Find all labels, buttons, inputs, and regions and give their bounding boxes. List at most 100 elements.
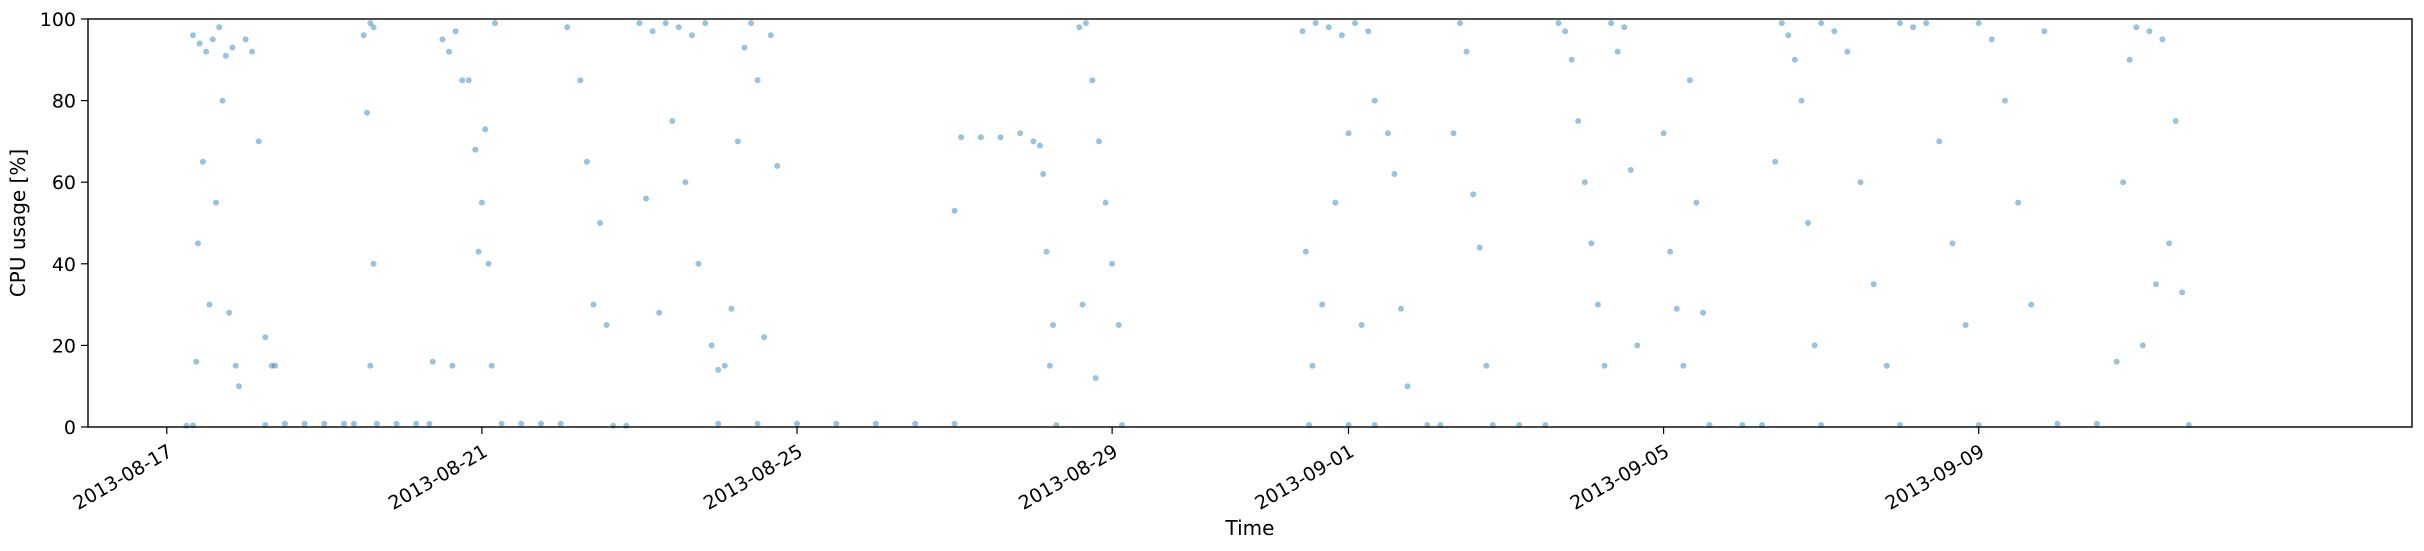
data-point <box>1096 138 1102 145</box>
data-point <box>1791 56 1798 63</box>
y-tick-label: 20 <box>52 335 76 357</box>
data-point <box>452 28 459 35</box>
data-point <box>429 358 436 365</box>
data-point <box>1338 32 1345 39</box>
data-point <box>1910 24 1917 31</box>
data-point <box>498 420 505 427</box>
data-point <box>482 126 489 133</box>
data-point <box>656 309 663 316</box>
data-point <box>603 322 610 328</box>
data-point <box>748 20 755 27</box>
data-point <box>912 420 919 427</box>
data-point <box>1365 28 1372 35</box>
data-point <box>1896 20 1903 27</box>
data-point <box>1988 36 1995 43</box>
data-point <box>1312 20 1319 27</box>
data-point <box>583 158 590 165</box>
data-point <box>1076 24 1083 31</box>
data-point <box>997 134 1004 141</box>
x-tick-label: 2013-09-09 <box>1882 440 1989 514</box>
data-point <box>1621 24 1628 31</box>
data-point <box>1092 375 1099 381</box>
data-point <box>1040 171 1047 177</box>
data-point <box>485 260 492 267</box>
data-point <box>728 305 735 312</box>
data-point <box>426 420 433 427</box>
data-point <box>951 420 958 427</box>
data-point <box>364 109 370 116</box>
data-point <box>193 358 200 365</box>
data-point <box>232 362 239 369</box>
data-point <box>577 77 584 84</box>
data-point <box>373 420 380 427</box>
data-point <box>1588 240 1595 247</box>
data-point <box>1352 20 1358 27</box>
data-point <box>767 32 774 39</box>
data-point <box>695 260 702 267</box>
data-point <box>2093 420 2100 427</box>
data-point <box>1404 383 1411 390</box>
data-point <box>2126 56 2133 63</box>
data-point <box>1693 199 1700 206</box>
data-point <box>219 97 226 104</box>
y-tick-label: 0 <box>64 417 76 439</box>
data-point <box>196 40 203 47</box>
data-point <box>1772 158 1779 165</box>
data-point <box>262 334 269 341</box>
data-point <box>682 179 689 186</box>
data-point <box>1608 20 1615 27</box>
data-point <box>1036 142 1043 149</box>
data-point <box>675 24 682 31</box>
data-point <box>1555 20 1562 27</box>
data-point <box>1818 20 1825 27</box>
data-point <box>1949 240 1956 247</box>
data-point <box>459 77 466 84</box>
data-point <box>734 138 741 145</box>
data-point <box>478 199 485 206</box>
y-axis-ticks: 0 20 40 60 80 100 <box>40 9 88 439</box>
data-point <box>643 195 649 202</box>
data-point <box>475 248 482 255</box>
data-point <box>367 20 374 27</box>
data-point <box>1778 20 1785 27</box>
data-point <box>206 301 213 308</box>
data-point <box>1109 260 1116 267</box>
y-tick-label: 80 <box>52 91 76 113</box>
data-point <box>1936 138 1943 145</box>
x-tick-label: 2013-08-17 <box>70 440 177 514</box>
y-tick-label: 100 <box>40 9 76 31</box>
data-point <box>649 28 656 35</box>
data-point <box>538 420 544 427</box>
data-point <box>1030 138 1037 145</box>
data-point <box>1575 118 1582 124</box>
data-point <box>472 146 479 153</box>
data-point <box>662 20 669 27</box>
data-point <box>610 422 617 429</box>
data-point <box>1358 322 1365 328</box>
data-point <box>1805 220 1811 226</box>
x-axis-ticks: 2013-08-17 2013-08-21 2013-08-25 2013-08-29… <box>70 427 1989 515</box>
data-point <box>492 20 498 27</box>
data-point <box>1923 20 1930 27</box>
data-point <box>1844 48 1851 55</box>
data-points <box>183 20 2192 429</box>
x-tick-label: 2013-09-01 <box>1251 440 1358 514</box>
data-point <box>367 362 374 369</box>
data-point <box>1673 305 1680 312</box>
data-point <box>2120 179 2127 186</box>
data-point <box>564 24 571 31</box>
data-point <box>557 420 564 427</box>
data-point <box>833 420 840 427</box>
data-point <box>1391 171 1398 177</box>
data-point <box>255 138 262 145</box>
data-point <box>242 36 249 43</box>
data-point <box>1017 130 1024 137</box>
data-point <box>370 260 377 267</box>
data-point <box>439 36 446 43</box>
data-point <box>341 420 347 427</box>
data-point <box>689 32 695 39</box>
data-point <box>1857 179 1864 186</box>
data-point <box>1811 342 1818 349</box>
data-point <box>715 420 722 427</box>
data-point <box>203 48 210 55</box>
